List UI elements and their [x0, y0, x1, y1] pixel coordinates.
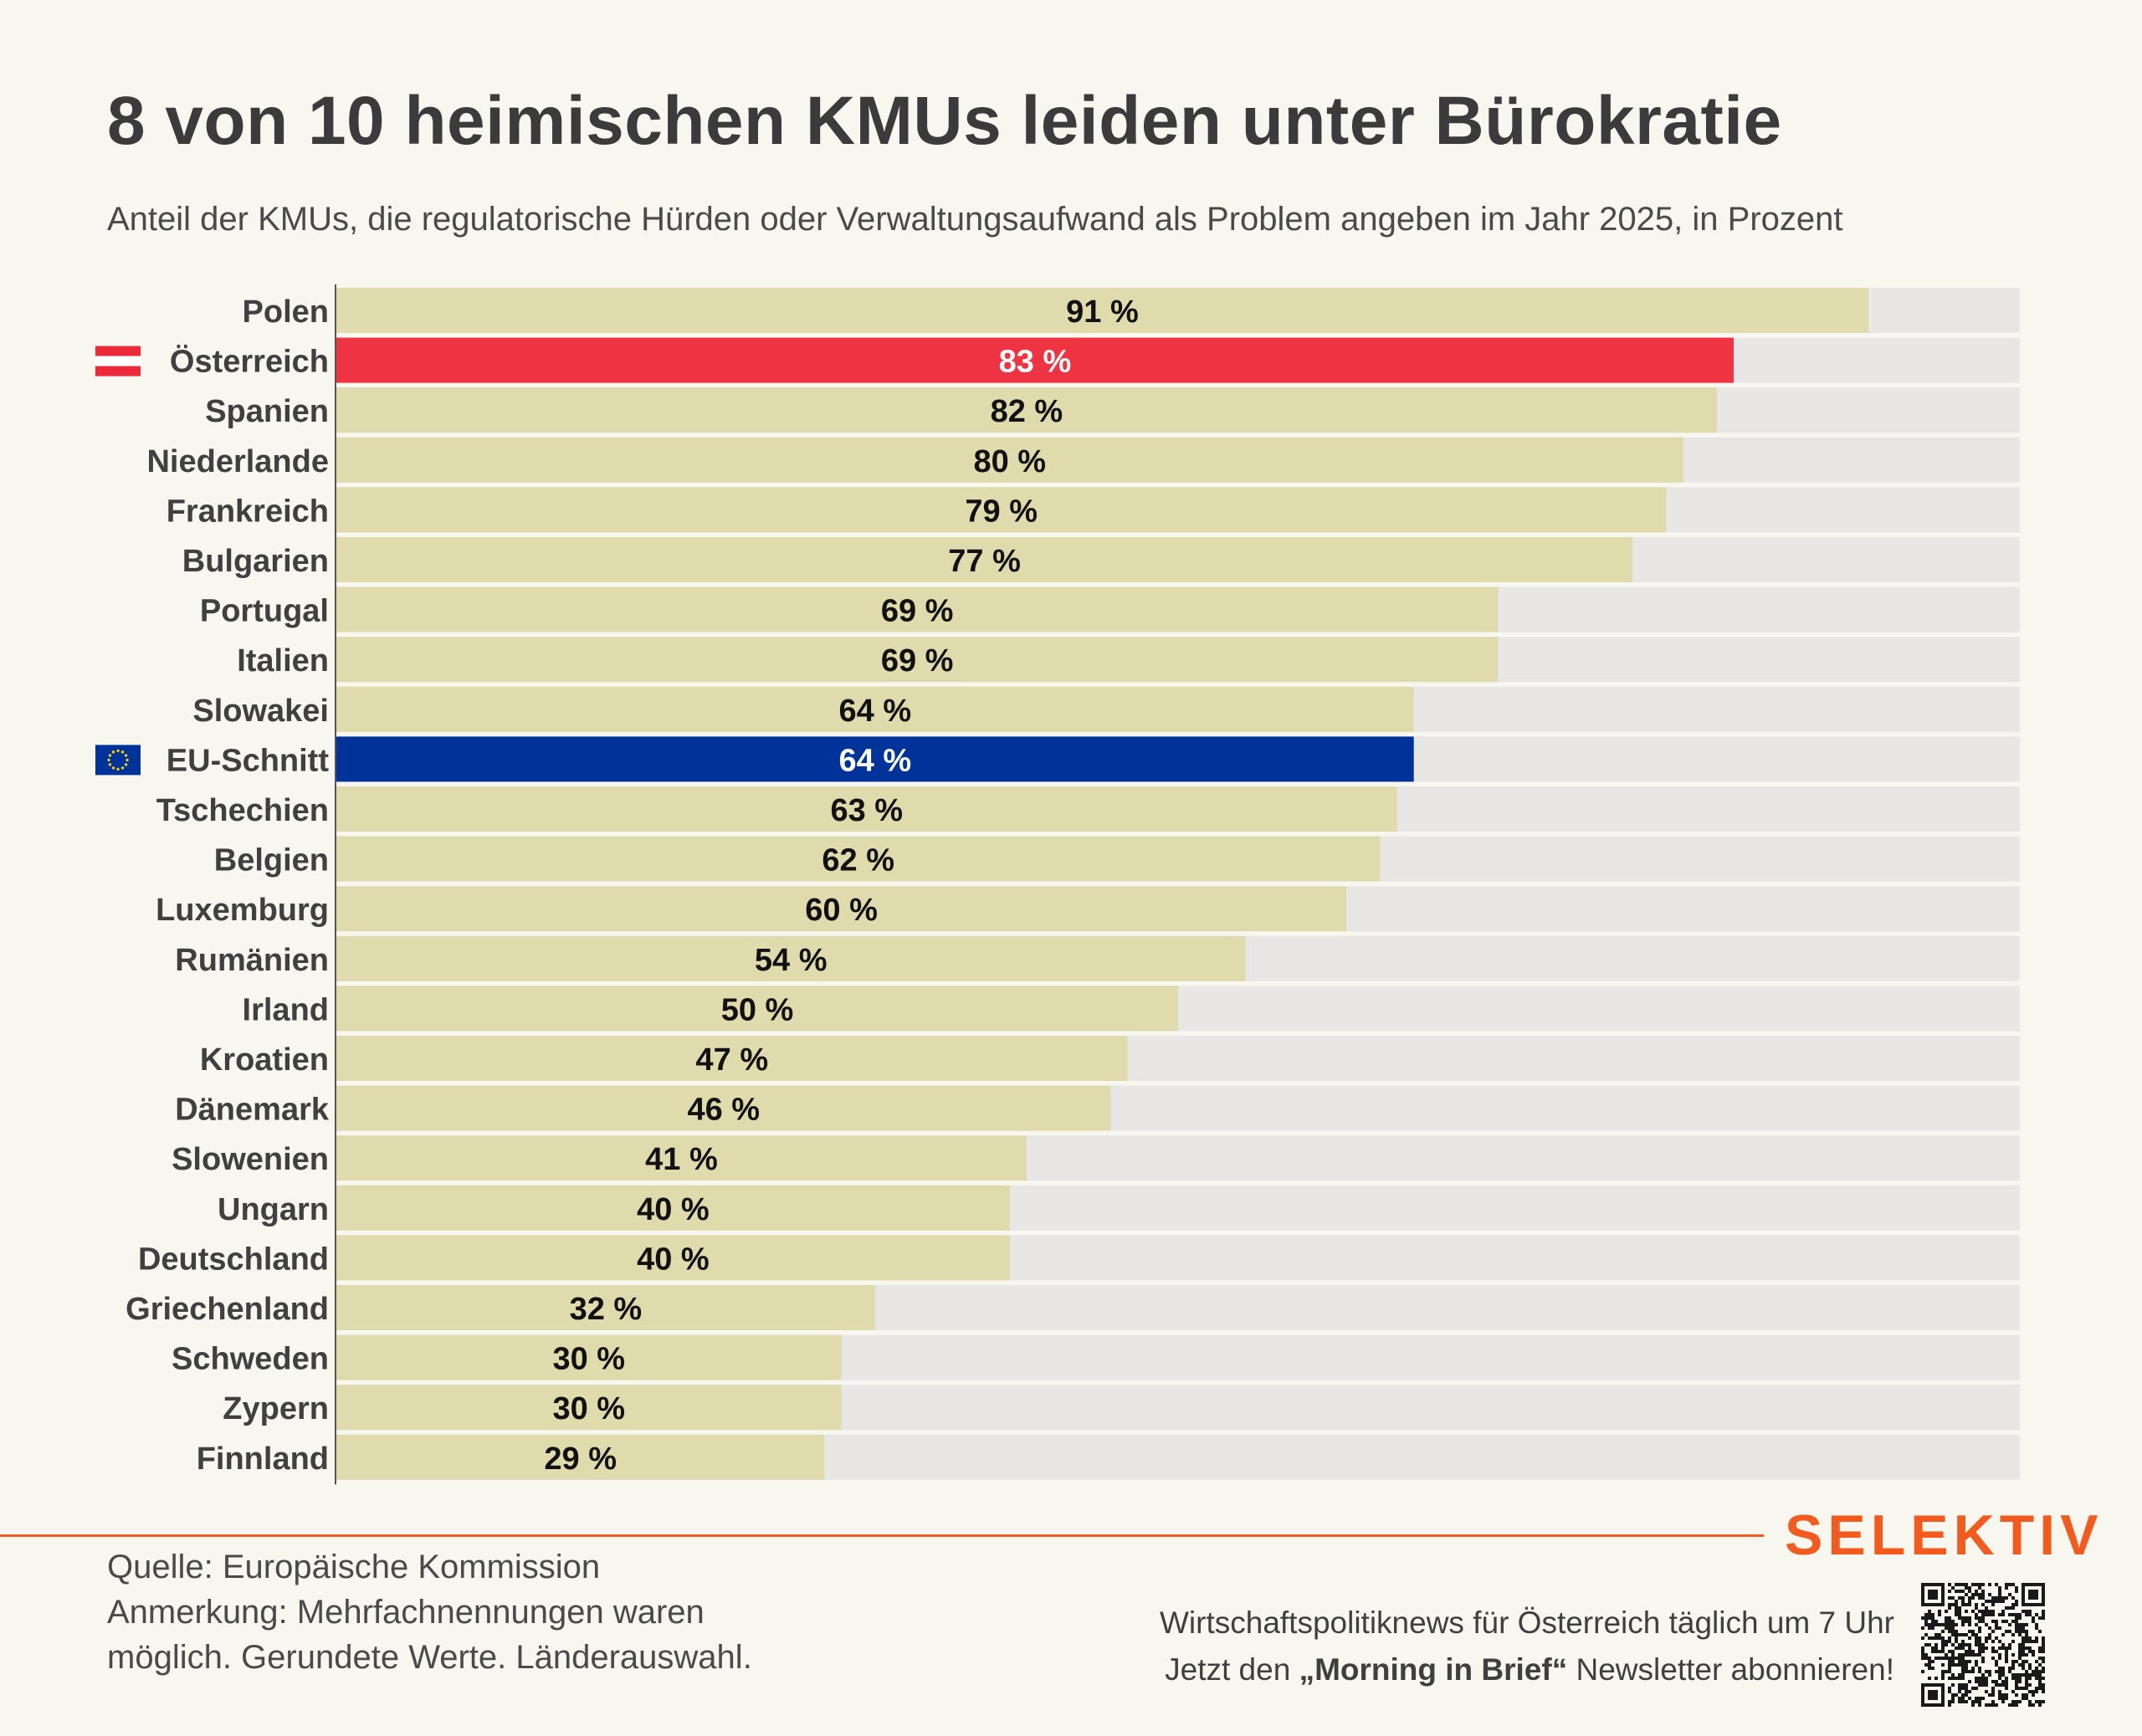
bar-polen	[336, 288, 1868, 333]
value-label: 63 %	[830, 793, 903, 828]
category-label: Niederlande	[146, 444, 329, 479]
value-label: 64 %	[839, 694, 912, 729]
category-label: Österreich	[170, 344, 329, 380]
eu-flag-icon	[95, 745, 141, 776]
category-label: Italien	[237, 643, 329, 679]
value-label: 40 %	[637, 1192, 710, 1227]
category-label: Portugal	[200, 594, 329, 629]
value-label: 54 %	[755, 943, 828, 978]
bar-luxemburg	[336, 886, 1347, 932]
bar-deutschland	[336, 1235, 1010, 1281]
bar-spanien	[336, 387, 1717, 433]
category-label: Dänemark	[175, 1093, 330, 1128]
value-label: 82 %	[991, 394, 1063, 429]
qr-code-icon[interactable]	[1921, 1583, 2045, 1707]
promo-text-line2[interactable]: Jetzt den „Morning in Brief“ Newsletter …	[1160, 1646, 1894, 1693]
category-label: Irland	[243, 992, 329, 1027]
category-label: Ungarn	[218, 1192, 329, 1227]
bar-kroatien	[336, 1036, 1128, 1081]
category-label: Polen	[243, 294, 329, 330]
value-label: 79 %	[965, 494, 1038, 529]
value-label: 64 %	[839, 743, 912, 778]
brand-logo[interactable]: SELEKTIV	[1785, 1503, 2104, 1567]
category-label: Finnland	[197, 1442, 329, 1477]
bar-österreich	[336, 337, 1734, 383]
bar-dänemark	[336, 1085, 1111, 1131]
category-label: Belgien	[214, 843, 329, 878]
value-label: 29 %	[544, 1442, 617, 1477]
category-label: Deutschland	[138, 1242, 329, 1277]
promo-text-line1: Wirtschaftspolitiknews für Österreich tä…	[1160, 1605, 1894, 1640]
bar-eu-schnitt	[336, 736, 1414, 782]
category-label: Slowakei	[192, 694, 329, 729]
footer-divider	[0, 1534, 1764, 1537]
value-label: 47 %	[696, 1042, 769, 1078]
bar-tschechien	[336, 786, 1397, 832]
value-label: 62 %	[822, 843, 894, 878]
bar-portugal	[336, 586, 1499, 632]
bar-chart: 91 % Polen 83 % Österreich 82 % Spanien 80 % Ni…	[95, 284, 2020, 1485]
bar-rumänien	[336, 935, 1246, 981]
promo-prefix: Jetzt den	[1165, 1652, 1299, 1687]
bar-belgien	[336, 836, 1381, 882]
value-label: 41 %	[645, 1142, 718, 1177]
bar-slowakei	[336, 686, 1414, 732]
category-label: Griechenland	[126, 1292, 329, 1327]
value-label: 30 %	[552, 1391, 625, 1426]
bar-griechenland	[336, 1285, 875, 1330]
category-label: Bulgarien	[182, 544, 329, 579]
note-text-line2: möglich. Gerundete Werte. Länderauswahl.	[107, 1639, 752, 1676]
promo-suffix: Newsletter abonnieren!	[1567, 1652, 1894, 1687]
newsletter-name: „Morning in Brief“	[1299, 1652, 1568, 1687]
source-text: Quelle: Europäische Kommission	[107, 1549, 601, 1585]
value-label: 46 %	[687, 1093, 760, 1128]
bar-italien	[336, 637, 1499, 683]
category-label: Schweden	[172, 1342, 329, 1377]
value-label: 80 %	[973, 444, 1046, 479]
bar-frankreich	[336, 487, 1667, 533]
category-label: Zypern	[223, 1391, 329, 1426]
value-label: 32 %	[570, 1292, 643, 1327]
page-subtitle: Anteil der KMUs, die regulatorische Hürd…	[107, 201, 1843, 238]
austria-flag-icon	[95, 346, 141, 376]
page-title: 8 von 10 heimischen KMUs leiden unter Bü…	[107, 83, 1782, 159]
note-text-line1: Anmerkung: Mehrfachnennungen waren	[107, 1594, 705, 1631]
category-label: Luxemburg	[156, 893, 329, 928]
value-label: 50 %	[721, 992, 794, 1027]
bar-ungarn	[336, 1185, 1010, 1231]
bar-zypern	[336, 1385, 842, 1431]
category-label: Slowenien	[172, 1142, 329, 1177]
category-label: Spanien	[205, 394, 329, 429]
value-label: 91 %	[1066, 294, 1139, 330]
value-label: 60 %	[805, 893, 878, 928]
category-label: Rumänien	[175, 943, 329, 978]
value-label: 40 %	[637, 1242, 710, 1277]
bar-irland	[336, 986, 1178, 1032]
category-label: EU-Schnitt	[167, 743, 330, 778]
bar-bulgarien	[336, 537, 1633, 582]
newsletter-promo: Wirtschaftspolitiknews für Österreich tä…	[1160, 1600, 1894, 1693]
category-label: Frankreich	[167, 494, 329, 529]
bar-schweden	[336, 1334, 842, 1380]
bar-niederlande	[336, 437, 1683, 483]
value-label: 83 %	[999, 345, 1072, 380]
bar-finnland	[336, 1434, 825, 1480]
value-label: 30 %	[552, 1342, 625, 1377]
bar-slowenien	[336, 1135, 1027, 1181]
value-label: 69 %	[881, 643, 954, 679]
category-label: Kroatien	[200, 1042, 329, 1078]
category-label: Tschechien	[156, 793, 329, 828]
value-label: 77 %	[948, 544, 1021, 579]
value-label: 69 %	[881, 594, 954, 629]
footer-notes: Quelle: Europäische Kommission Anmerkung…	[107, 1544, 752, 1680]
